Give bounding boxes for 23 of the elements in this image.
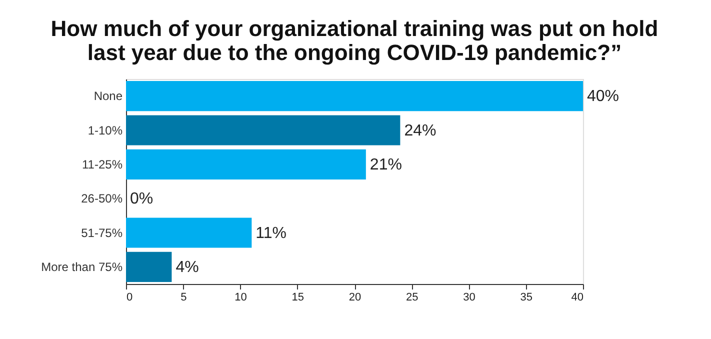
data-label: 24% <box>404 122 436 140</box>
text: last year due to the ongoing COVID-19 pandemic?” <box>87 40 622 65</box>
x-tick-label: 0 <box>126 292 133 304</box>
data-label: 4% <box>176 258 199 276</box>
x-tick-label: 20 <box>348 292 362 304</box>
x-tick-label: 25 <box>406 292 418 304</box>
data-label: 11% <box>256 224 287 242</box>
y-tick-label: 51-75% <box>81 226 123 240</box>
y-tick-label: None <box>94 89 123 104</box>
x-tick-label: 35 <box>520 292 532 304</box>
y-tick-label: More than 75% <box>41 260 123 274</box>
text: How much of your organizational training was put on hold <box>50 16 658 41</box>
data-label: 0% <box>130 190 154 208</box>
data-label: 21% <box>370 156 402 174</box>
data-label: 40% <box>587 88 620 106</box>
y-tick-label: 1-10% <box>88 123 123 138</box>
x-tick-label: 30 <box>463 292 476 304</box>
x-tick-label: 10 <box>234 292 247 304</box>
x-tick-label: 5 <box>180 292 187 304</box>
x-tick-label: 15 <box>292 292 304 304</box>
x-tick-label: 40 <box>571 292 584 304</box>
y-tick-label: 11-25% <box>82 157 123 172</box>
y-tick-label: 26-50% <box>81 192 123 206</box>
